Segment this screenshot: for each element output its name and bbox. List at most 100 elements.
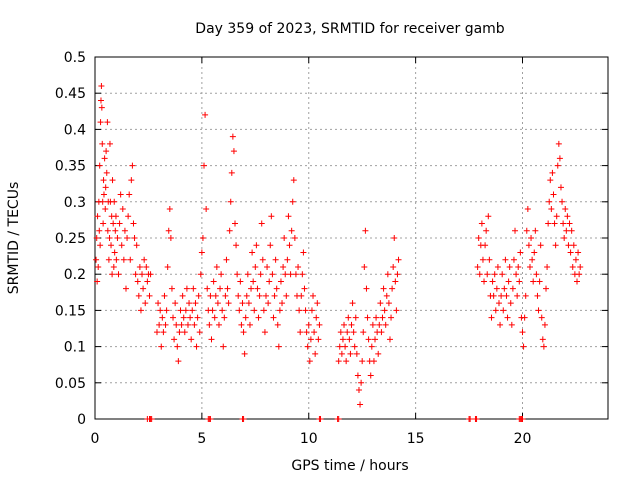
data-point — [144, 278, 151, 285]
data-point — [367, 372, 374, 379]
data-point — [392, 278, 399, 285]
data-point — [225, 300, 232, 307]
data-point — [483, 227, 490, 234]
data-point — [352, 314, 359, 321]
data-point — [311, 329, 318, 336]
data-point — [545, 220, 552, 227]
data-point — [229, 133, 236, 140]
data-point — [301, 285, 308, 292]
data-point — [255, 314, 262, 321]
data-point — [335, 416, 342, 422]
data-point — [195, 292, 202, 299]
data-point — [119, 206, 126, 213]
data-point — [146, 292, 153, 299]
data-point — [186, 300, 193, 307]
data-point — [391, 235, 398, 241]
data-point — [101, 155, 108, 162]
data-point — [570, 242, 577, 249]
data-point — [206, 321, 213, 328]
data-point — [295, 263, 302, 270]
data-point — [347, 350, 354, 357]
data-point — [288, 227, 295, 234]
data-point — [134, 278, 141, 285]
data-point — [503, 292, 510, 299]
data-point — [115, 271, 122, 278]
data-point — [555, 140, 562, 147]
data-point — [131, 235, 138, 241]
data-point — [100, 191, 107, 198]
data-point — [338, 350, 345, 357]
data-point — [237, 278, 244, 285]
data-point — [102, 206, 109, 213]
data-point — [104, 227, 111, 234]
data-point — [467, 416, 474, 422]
data-point — [97, 97, 104, 104]
data-point — [103, 148, 110, 155]
data-point — [260, 307, 267, 314]
data-point — [226, 227, 233, 234]
data-point — [168, 285, 175, 292]
data-point — [482, 242, 489, 249]
data-point — [484, 271, 491, 278]
data-point — [478, 220, 485, 227]
data-point — [281, 235, 288, 241]
data-point — [256, 292, 263, 299]
data-point — [533, 271, 540, 278]
data-point — [113, 256, 120, 263]
data-point — [520, 343, 527, 350]
data-point — [509, 285, 516, 292]
data-point — [531, 249, 538, 256]
data-point — [360, 329, 367, 336]
data-point — [106, 140, 113, 147]
data-point — [303, 329, 310, 336]
data-point — [343, 358, 350, 365]
data-point — [132, 271, 139, 278]
data-point — [102, 184, 109, 191]
y-tick-label: 0.05 — [55, 376, 86, 392]
data-point — [100, 177, 107, 184]
data-point — [498, 292, 505, 299]
data-point — [314, 300, 321, 307]
data-point — [95, 263, 102, 270]
data-point — [368, 343, 375, 350]
data-point — [507, 300, 514, 307]
data-point — [341, 321, 348, 328]
data-point — [209, 307, 216, 314]
data-point — [143, 263, 150, 270]
data-point — [297, 329, 304, 336]
data-point — [514, 292, 521, 299]
data-point — [551, 220, 558, 227]
data-point — [308, 307, 315, 314]
data-point — [530, 278, 537, 285]
data-point — [510, 256, 517, 263]
data-point — [223, 256, 230, 263]
data-point — [236, 307, 243, 314]
data-point — [234, 271, 241, 278]
data-point — [187, 314, 194, 321]
data-point — [388, 314, 395, 321]
data-point — [393, 307, 400, 314]
data-point — [490, 292, 497, 299]
data-point — [291, 235, 298, 241]
data-point — [269, 271, 276, 278]
data-point — [344, 329, 351, 336]
data-point — [373, 314, 380, 321]
data-point — [541, 321, 548, 328]
data-point — [519, 329, 526, 336]
data-point — [563, 227, 570, 234]
data-point — [118, 242, 125, 249]
data-point — [222, 292, 229, 299]
data-point — [93, 235, 100, 241]
data-point — [526, 263, 533, 270]
data-point — [100, 220, 107, 227]
data-point — [98, 82, 105, 89]
axis-ticks — [94, 56, 608, 420]
data-point — [106, 235, 113, 241]
data-point — [569, 263, 576, 270]
data-point — [270, 314, 277, 321]
data-point — [97, 242, 104, 249]
data-point — [193, 343, 200, 350]
data-point — [537, 242, 544, 249]
data-point — [353, 350, 360, 357]
